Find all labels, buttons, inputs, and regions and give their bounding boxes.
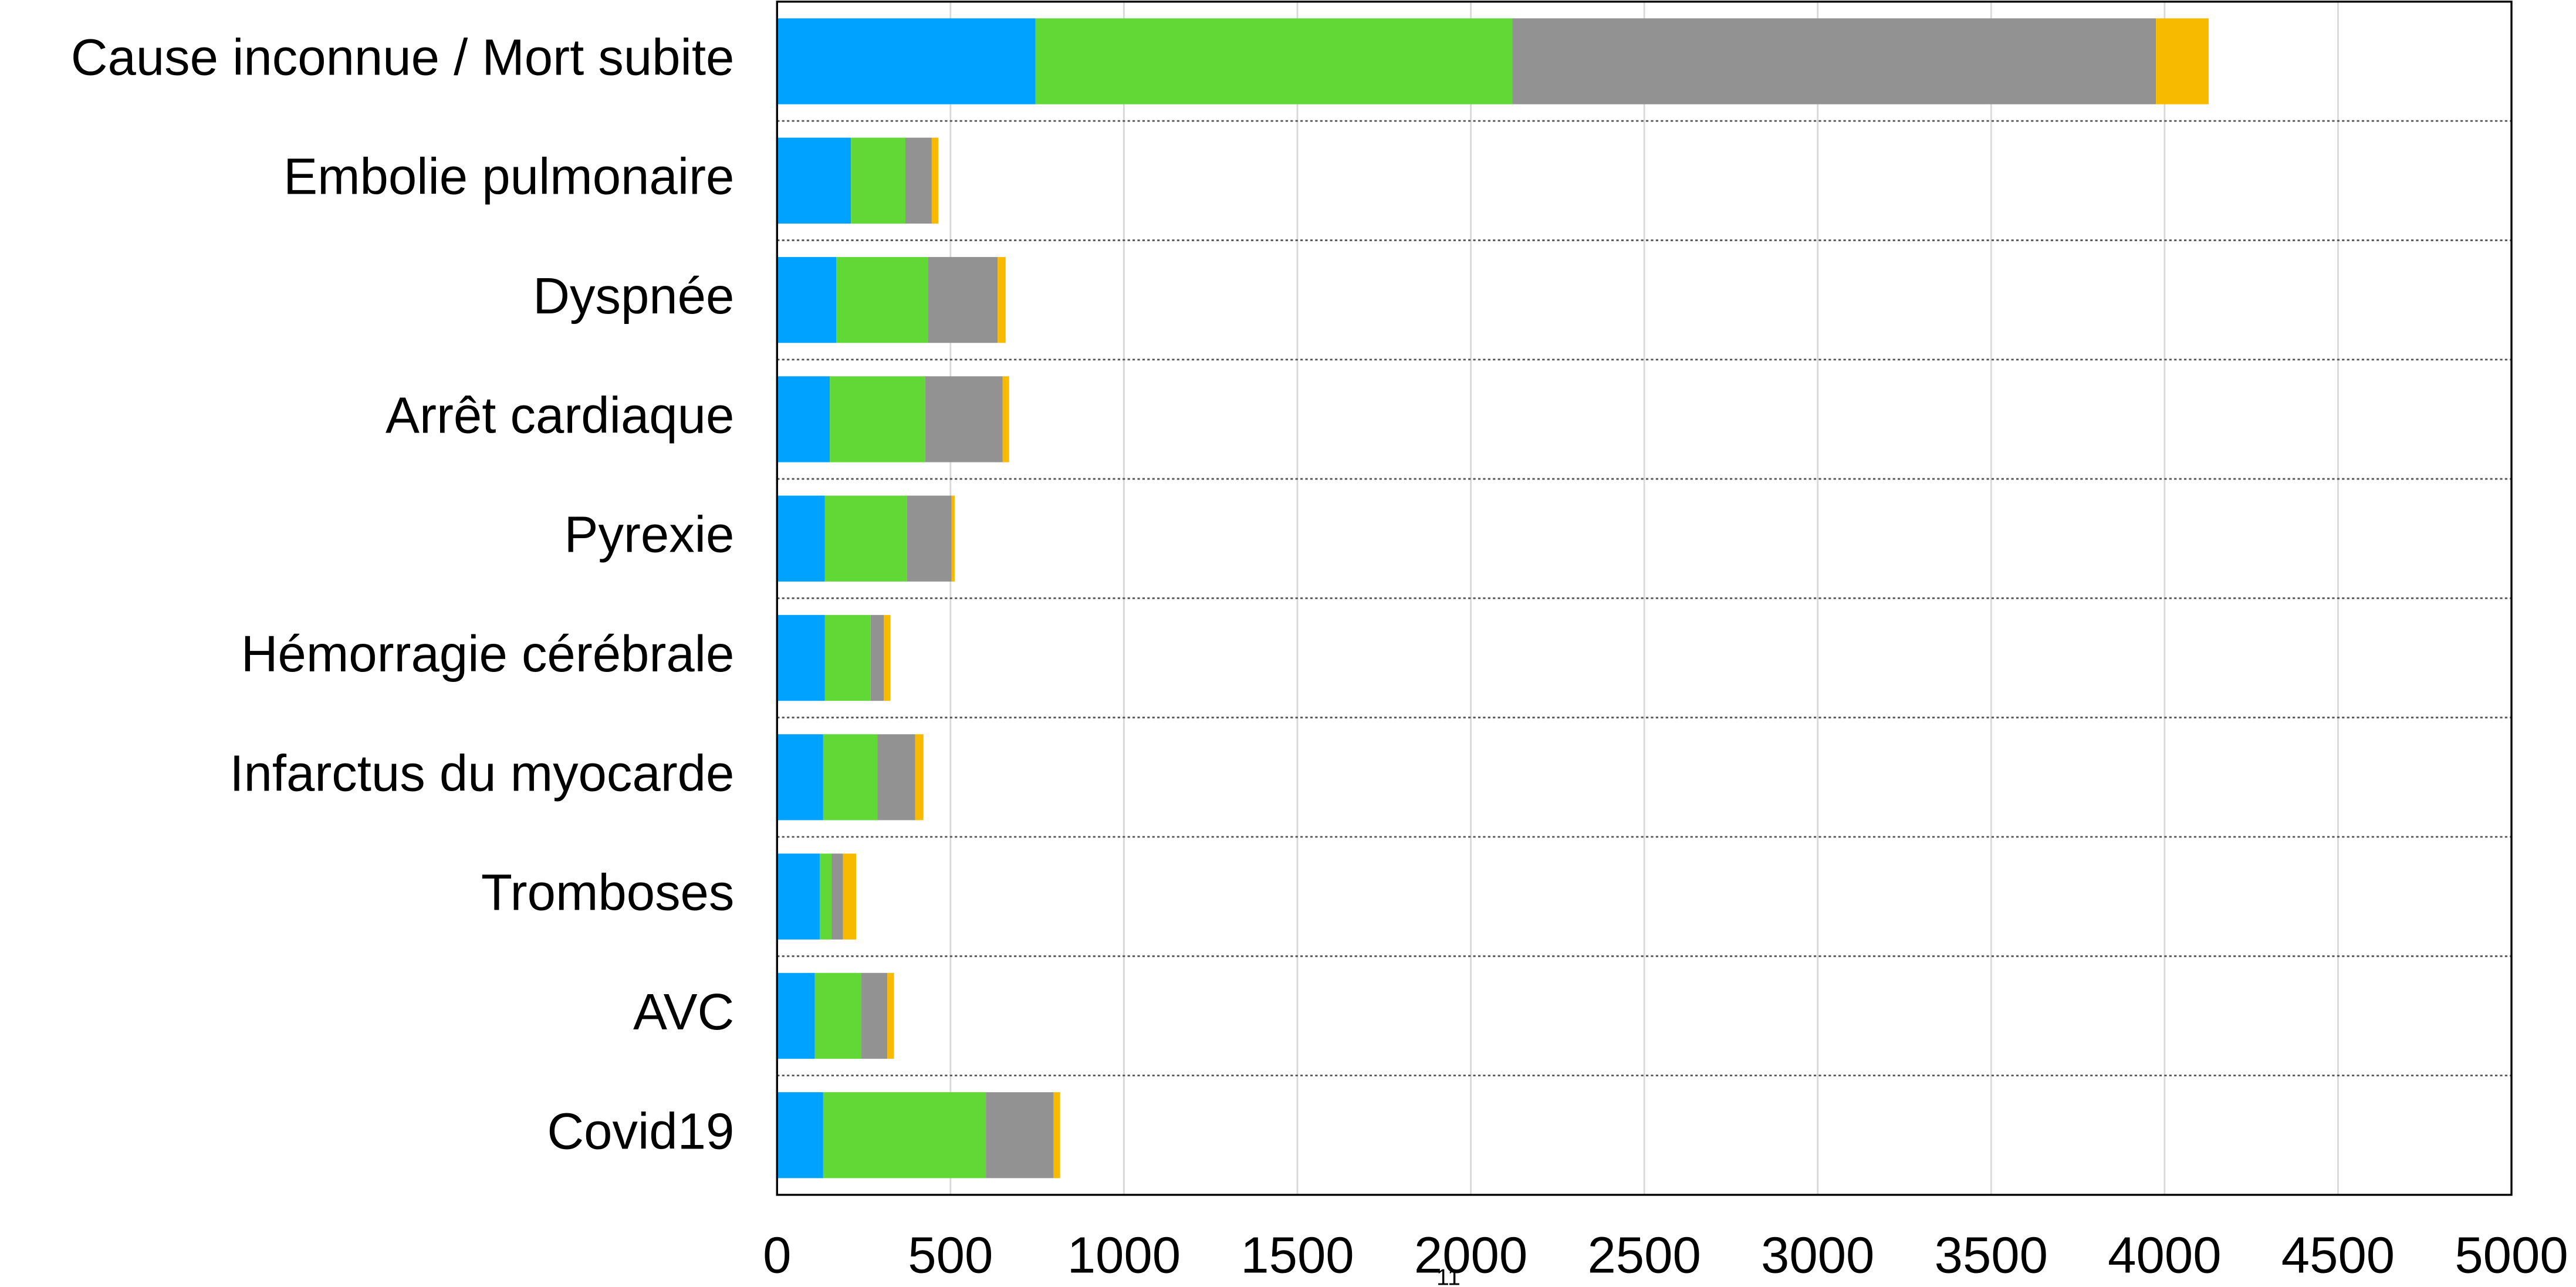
bar-segment: [830, 376, 925, 462]
plot-frame: [776, 1, 2513, 1196]
bar-segment: [777, 1092, 823, 1178]
bar-segment: [824, 614, 871, 701]
x-tick-label: 1500: [1240, 1227, 1354, 1283]
bar-segment: [777, 256, 837, 343]
bar-segment: [986, 1092, 1054, 1178]
y-tick-label: Infarctus du myocarde: [229, 745, 734, 802]
bar-segment: [1053, 1092, 1060, 1178]
bar-segment: [861, 972, 888, 1059]
bar-segment: [870, 614, 884, 701]
bar-segment: [1512, 18, 2156, 104]
bar-segment: [843, 853, 857, 940]
bar-segment: [928, 256, 998, 343]
bar-segment: [1002, 376, 1009, 462]
bar-segment: [777, 972, 815, 1059]
x-tick-label: 2500: [1587, 1227, 1701, 1283]
bar-segment: [836, 256, 928, 343]
x-tick-label: 5000: [2455, 1227, 2568, 1283]
bar-segment: [925, 376, 1003, 462]
y-tick-label: Hémorragie cérébrale: [241, 626, 735, 683]
bar-segment: [823, 1092, 986, 1178]
y-tick-label: AVC: [633, 984, 734, 1041]
bar-segment: [905, 137, 932, 224]
bar-segment: [877, 734, 915, 820]
y-tick-label: Cause inconnue / Mort subite: [71, 29, 735, 86]
bar-segment: [777, 734, 823, 820]
x-tick-label: 4000: [2108, 1227, 2221, 1283]
x-tick-label: 2000: [1414, 1227, 1527, 1283]
y-tick-label: Covid19: [547, 1103, 734, 1160]
bar-segment: [777, 18, 1036, 104]
bar-segment: [884, 614, 891, 701]
y-tick-label: Embolie pulmonaire: [283, 148, 734, 205]
bar-segment: [998, 256, 1006, 343]
page-number: 11: [1436, 1264, 1461, 1287]
bar-segment: [819, 853, 832, 940]
bar-segment: [831, 853, 843, 940]
y-tick-label: Tromboses: [481, 864, 735, 921]
bar-segment: [777, 376, 830, 462]
y-tick-label: Arrêt cardiaque: [386, 387, 734, 444]
bar-segment: [2156, 18, 2209, 104]
x-tick-label: 500: [908, 1227, 993, 1283]
bar-segment: [931, 137, 939, 224]
x-tick-label: 1000: [1067, 1227, 1181, 1283]
bar-segment: [777, 853, 820, 940]
bar-segment: [951, 495, 955, 582]
bar-segment: [1035, 18, 1513, 104]
x-tick-label: 0: [763, 1227, 791, 1283]
y-tick-label: Dyspnée: [533, 268, 734, 325]
bar-segment: [823, 734, 878, 820]
bar-segment: [907, 495, 952, 582]
bar-segment: [777, 495, 825, 582]
bar-segment: [824, 495, 907, 582]
bar-segment: [777, 614, 825, 701]
bar-segment: [915, 734, 924, 820]
x-tick-label: 3000: [1761, 1227, 1874, 1283]
y-tick-label: Pyrexie: [564, 506, 734, 563]
bar-segment: [887, 972, 894, 1059]
x-tick-label: 4500: [2281, 1227, 2395, 1283]
bar-segment: [777, 137, 851, 224]
bar-segment: [851, 137, 905, 224]
x-tick-label: 3500: [1935, 1227, 2048, 1283]
bar-segment: [814, 972, 861, 1059]
